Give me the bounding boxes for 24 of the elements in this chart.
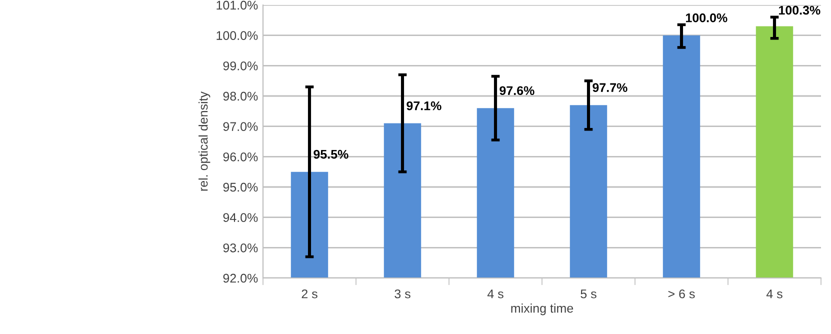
x-axis-title: mixing time — [511, 304, 574, 316]
y-tick-label: 93.0% — [223, 243, 258, 252]
x-tick-label: 2 s — [302, 289, 318, 298]
y-tick-label: 92.0% — [223, 274, 258, 283]
y-tick-label: 99.0% — [223, 61, 258, 70]
x-tick-label: 3 s — [394, 289, 410, 298]
data-label: 97.7% — [592, 83, 628, 92]
data-label: 97.1% — [406, 101, 442, 110]
y-tick-label: 101.0% — [216, 0, 258, 10]
y-tick-label: 97.0% — [223, 122, 258, 131]
data-label: 95.5% — [314, 150, 348, 159]
x-tick-label: 4 s — [766, 290, 782, 298]
y-tick-label: 100.0% — [216, 31, 258, 40]
x-tick-label: > 6 s — [668, 289, 695, 298]
x-tick-label: 4 s — [487, 290, 504, 298]
y-axis-title: rel. optical density — [198, 91, 210, 191]
data-label: 100.3% — [779, 6, 820, 15]
y-tick-label: 96.0% — [223, 152, 258, 162]
y-tick-label: 94.0% — [223, 213, 258, 222]
data-label: 100.0% — [686, 13, 728, 22]
y-tick-label: 98.0% — [223, 92, 258, 101]
x-tick-label: 5 s — [580, 290, 596, 298]
data-label: 97.6% — [500, 86, 534, 96]
y-tick-label: 95.0% — [223, 182, 258, 192]
